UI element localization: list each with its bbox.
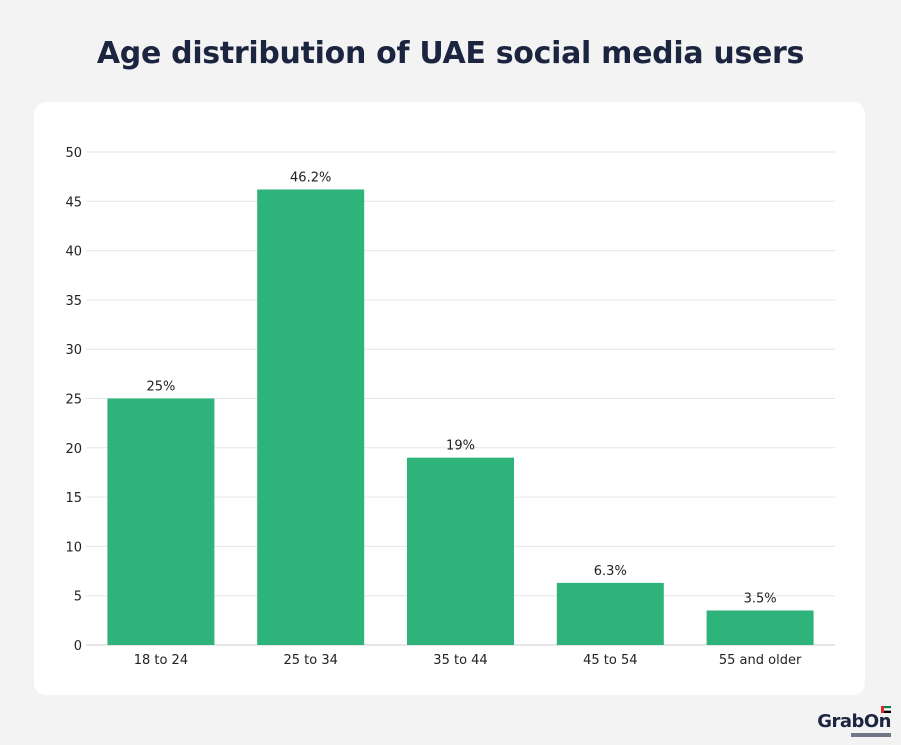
y-tick-label: 20: [65, 442, 82, 457]
y-tick-label: 15: [65, 491, 82, 506]
uae-flag-icon: [881, 706, 891, 713]
chart-title: Age distribution of UAE social media use…: [96, 36, 805, 71]
y-tick-label: 30: [65, 343, 82, 358]
data-label: 6.3%: [594, 564, 627, 579]
data-label: 19%: [446, 439, 475, 454]
data-label: 3.5%: [744, 591, 777, 606]
bar: [407, 457, 514, 645]
logo-text: GrabOn: [817, 711, 891, 732]
bar: [257, 189, 365, 645]
y-tick-label: 35: [65, 294, 82, 309]
y-tick-label: 0: [74, 639, 82, 654]
x-tick-label: 45 to 54: [583, 653, 637, 668]
data-label: 25%: [146, 380, 175, 395]
x-tick-label: 55 and older: [719, 653, 802, 668]
x-tick-label: 25 to 34: [283, 653, 337, 668]
y-tick-label: 10: [65, 540, 82, 555]
data-label: 46.2%: [290, 170, 331, 185]
data-labels: 25% 46.2% 19% 6.3% 3.5%: [146, 170, 776, 606]
bar: [706, 610, 814, 645]
y-tick-label: 5: [74, 590, 82, 605]
logo-tagline: [851, 733, 891, 737]
y-tick-label: 45: [65, 195, 82, 210]
x-tick-label: 35 to 44: [433, 653, 487, 668]
y-tick-label: 40: [65, 245, 82, 260]
grabon-logo: GrabOn: [817, 706, 891, 737]
x-tick-label: 18 to 24: [134, 653, 188, 668]
x-axis-ticks: 18 to 24 25 to 34 35 to 44 45 to 54 55 and o…: [134, 653, 802, 668]
y-tick-label: 50: [65, 146, 82, 161]
bar: [107, 398, 215, 645]
y-axis-ticks: 0 5 10 15 20 25 30 35 40 45 50: [65, 146, 82, 654]
bars: [107, 189, 814, 645]
y-tick-label: 25: [65, 393, 82, 408]
bar: [556, 582, 664, 645]
